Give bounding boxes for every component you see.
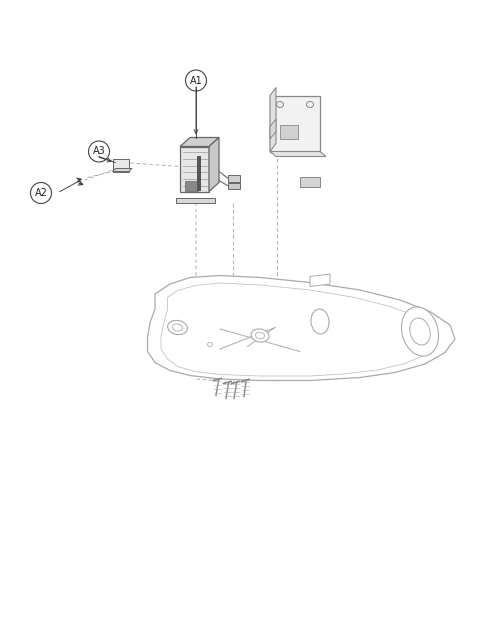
Polygon shape — [180, 137, 219, 146]
Ellipse shape — [172, 324, 182, 331]
Bar — [280, 125, 297, 139]
Ellipse shape — [306, 101, 314, 108]
Text: A1: A1 — [190, 75, 202, 85]
Polygon shape — [209, 137, 219, 192]
Polygon shape — [228, 175, 240, 182]
Ellipse shape — [402, 307, 438, 356]
Polygon shape — [112, 159, 129, 172]
Ellipse shape — [256, 332, 264, 339]
Polygon shape — [180, 146, 209, 192]
Ellipse shape — [410, 318, 430, 345]
Polygon shape — [112, 168, 132, 172]
Ellipse shape — [208, 342, 212, 346]
Polygon shape — [310, 274, 330, 287]
Polygon shape — [300, 177, 320, 187]
Polygon shape — [270, 119, 276, 139]
Ellipse shape — [168, 320, 188, 335]
Polygon shape — [270, 87, 276, 151]
Polygon shape — [270, 96, 320, 151]
Polygon shape — [176, 197, 215, 203]
Text: A3: A3 — [92, 146, 106, 156]
Text: A2: A2 — [34, 188, 48, 198]
Bar — [197, 156, 201, 191]
Polygon shape — [161, 283, 437, 376]
Polygon shape — [228, 182, 240, 189]
Bar — [185, 180, 198, 191]
Ellipse shape — [251, 329, 269, 342]
Ellipse shape — [276, 101, 283, 108]
Polygon shape — [148, 275, 455, 380]
Polygon shape — [270, 151, 326, 156]
Ellipse shape — [311, 309, 329, 334]
